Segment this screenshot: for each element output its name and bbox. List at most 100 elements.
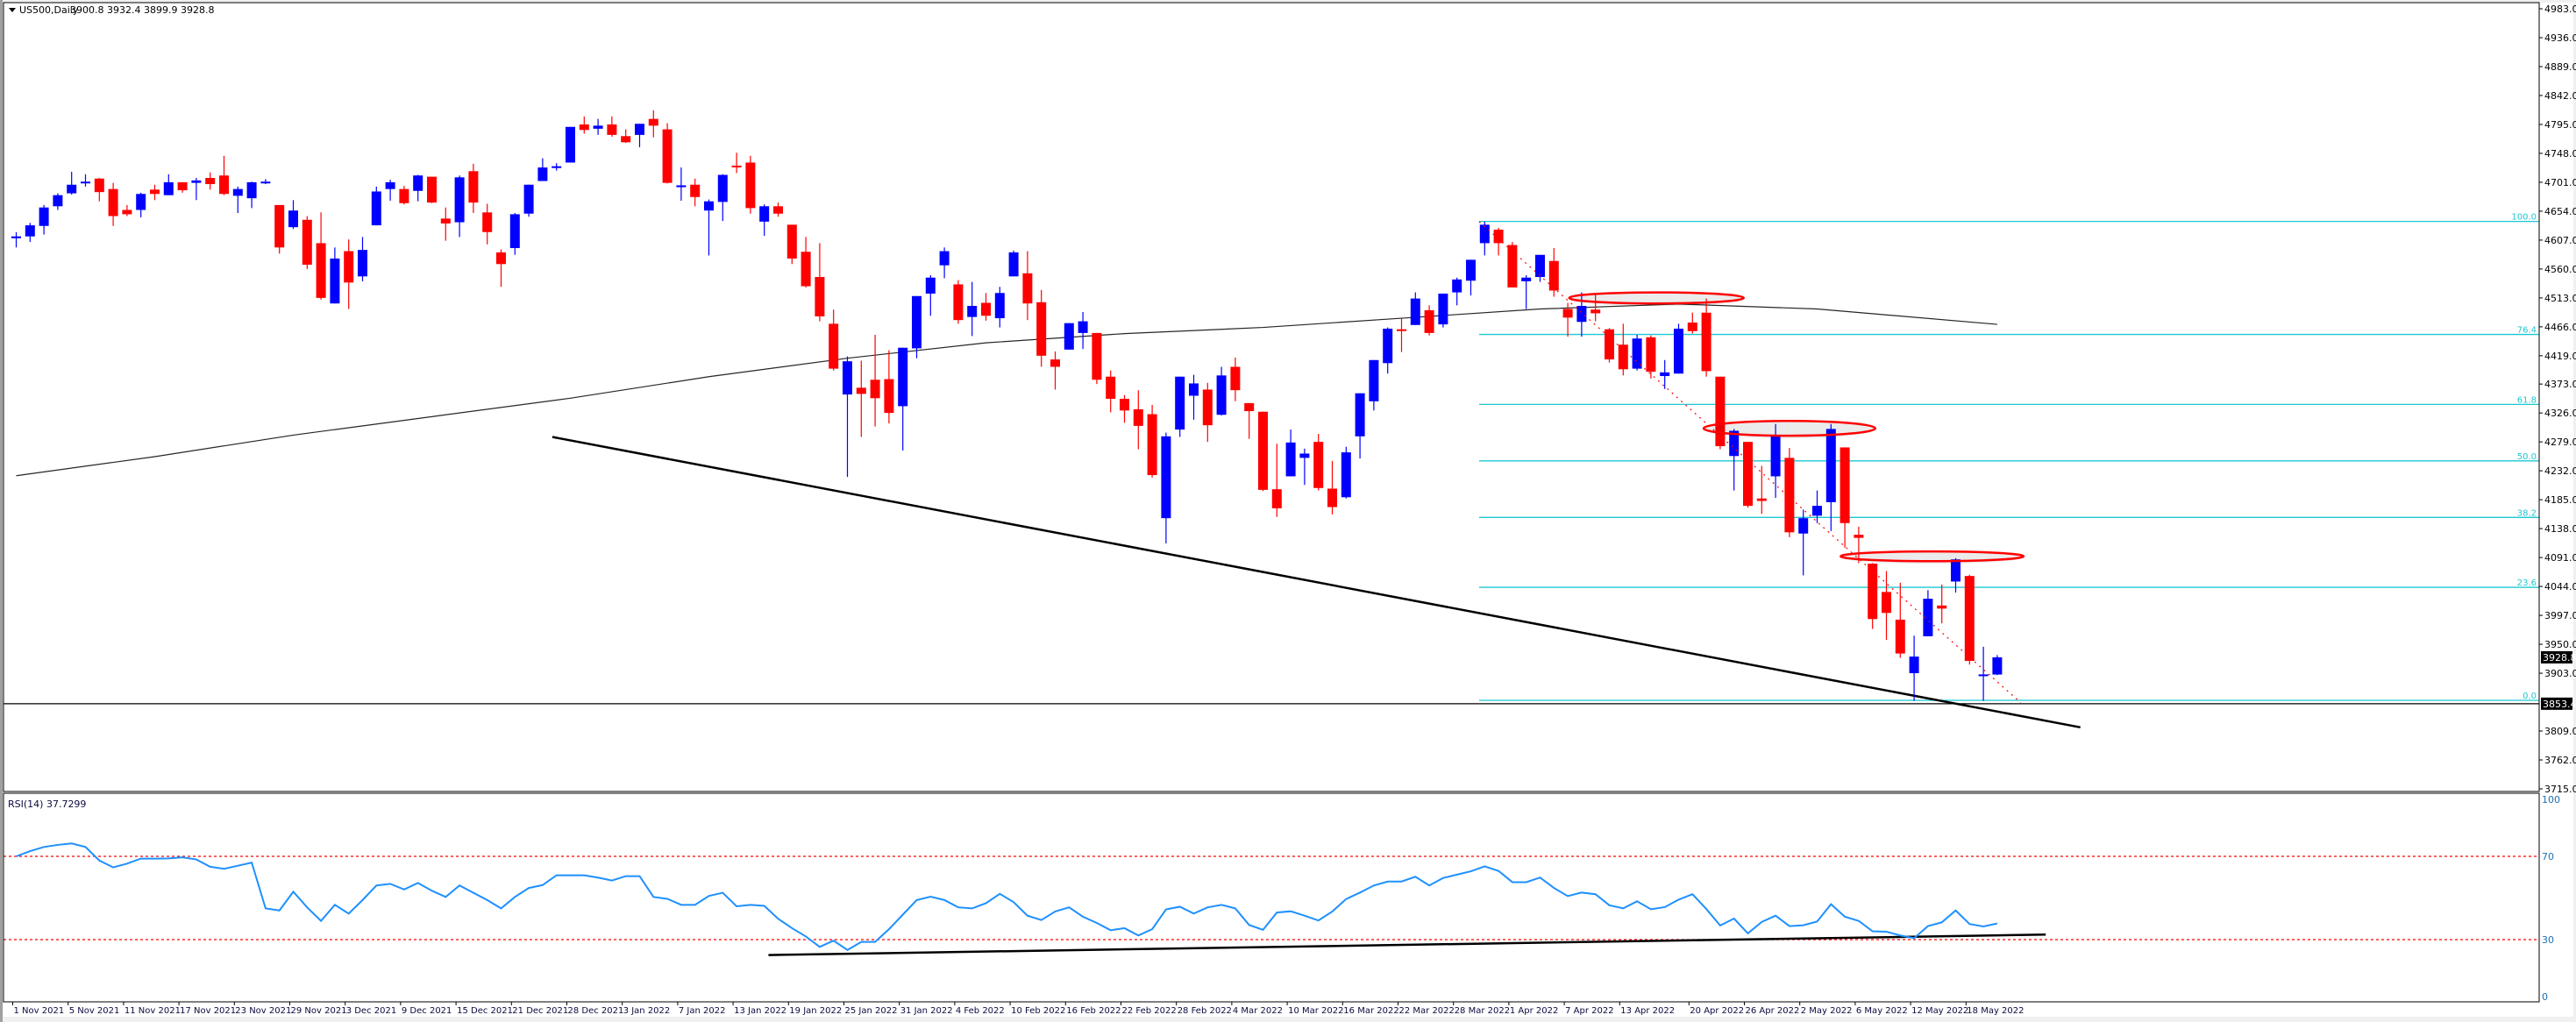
support-trendline[interactable] [551, 436, 2081, 729]
resistance-ellipse[interactable] [1702, 420, 1877, 437]
candle [870, 335, 880, 427]
dropdown-triangle-icon[interactable] [9, 8, 16, 12]
candle [468, 163, 479, 214]
price-axis-label: 4091.0 [2544, 552, 2576, 564]
time-axis-label: 11 Nov 2021 [125, 1006, 181, 1016]
candle [593, 118, 603, 135]
price-axis-label: 3950.0 [2544, 639, 2576, 650]
time-axis-label: 12 May 2022 [1911, 1006, 1968, 1016]
price-axis-label: 4560.0 [2544, 264, 2576, 275]
candle-body-bullish [1923, 599, 1933, 636]
candle-body-bullish [566, 126, 575, 163]
candle [219, 155, 229, 195]
candle [108, 182, 118, 226]
candle-body-bearish [1839, 447, 1850, 523]
candle-body-bearish [1493, 229, 1504, 244]
candle [482, 203, 493, 245]
candle-body-bullish [593, 125, 603, 129]
candle [1493, 227, 1504, 256]
candle [717, 174, 728, 222]
main-pane[interactable]: 100.0 76.4 61.8 50.0 38.2 23.6 0.0 [4, 110, 2539, 729]
candle [163, 174, 174, 195]
candle-body-bearish [468, 171, 479, 203]
candle [1355, 393, 1365, 459]
candle-body-bullish [136, 194, 146, 210]
rsi-pane[interactable] [4, 842, 2539, 956]
candle [731, 153, 742, 174]
price-axis-label: 4607.0 [2544, 235, 2576, 246]
price-axis-label: 3715.0 [2544, 784, 2576, 795]
fib-level-label: 100.0 [2511, 213, 2537, 223]
candle [1978, 646, 1989, 701]
candle-body-bullish [1078, 321, 1088, 333]
candle-body-bullish [704, 201, 714, 211]
candle [537, 158, 548, 181]
rsi-axis-label: 30 [2542, 934, 2554, 946]
candle-body-bearish [953, 284, 964, 321]
time-axis-label: 25 Jan 2022 [845, 1006, 898, 1016]
resistance-ellipse[interactable] [1839, 550, 2025, 563]
candle [1175, 376, 1185, 437]
resistance-ellipse[interactable] [1568, 291, 1746, 305]
candle [1106, 370, 1116, 413]
candle [1216, 366, 1227, 415]
time-axis-label: 21 Dec 2021 [512, 1006, 568, 1016]
candle-body-bullish [39, 207, 49, 226]
candle-body-bullish [676, 185, 687, 188]
candle-body-bearish [1092, 332, 1102, 380]
candle [1895, 582, 1905, 658]
candle-body-bearish [1147, 414, 1157, 476]
candle-body-bearish [1036, 302, 1047, 356]
candle-body-bearish [1022, 273, 1033, 304]
candle-body-bullish [1812, 506, 1822, 516]
candle-body-bullish [371, 191, 381, 226]
hline-price-box-label: 3853.4 [2543, 699, 2576, 710]
candle [1674, 323, 1683, 374]
candle-body-bearish [1562, 309, 1573, 318]
candle [246, 181, 257, 209]
candle [994, 287, 1005, 328]
candle [1548, 248, 1559, 297]
candle-body-bearish [829, 323, 839, 369]
time-axis-label: 28 Dec 2021 [568, 1006, 624, 1016]
time-axis-label: 16 Mar 2022 [1343, 1006, 1398, 1016]
time-axis-label: 1 Nov 2021 [14, 1006, 65, 1016]
time-axis-label: 13 Apr 2022 [1620, 1006, 1675, 1016]
candle-body-bullish [1064, 323, 1074, 350]
candle [551, 163, 562, 171]
candle [607, 116, 617, 137]
candle [274, 204, 285, 254]
candle [1605, 328, 1614, 363]
candle-body-bullish [1798, 518, 1809, 534]
candle-body-bullish [232, 188, 243, 196]
candle-body-bullish [939, 251, 950, 266]
candle [1854, 526, 1864, 564]
candle [579, 116, 589, 134]
dotted-trend-line[interactable] [1478, 221, 2022, 704]
price-axis-label: 4044.0 [2544, 581, 2576, 593]
candle [566, 126, 575, 163]
rsi-trendline[interactable] [768, 933, 2046, 956]
candle [150, 184, 160, 201]
candle [1161, 432, 1171, 543]
candle-body-bullish [523, 184, 534, 214]
candle [981, 293, 991, 321]
candle [1646, 335, 1656, 379]
current-price-box [2541, 650, 2572, 664]
price-axis-label: 4654.0 [2544, 206, 2576, 217]
candle [1064, 323, 1074, 350]
candle [912, 295, 922, 358]
candle [939, 247, 950, 279]
candle [1964, 574, 1975, 665]
candle [1701, 298, 1711, 377]
candle [81, 174, 90, 187]
candle-body-bearish [745, 162, 756, 209]
candle [1008, 250, 1019, 277]
candle-body-bullish [246, 181, 257, 199]
symbol-label: US500,Daily [19, 4, 79, 16]
time-axis-label: 28 Feb 2022 [1178, 1006, 1232, 1016]
candle-body-bearish [607, 124, 617, 135]
candle-body-bearish [786, 224, 797, 259]
time-axis-label: 7 Jan 2022 [679, 1006, 726, 1016]
